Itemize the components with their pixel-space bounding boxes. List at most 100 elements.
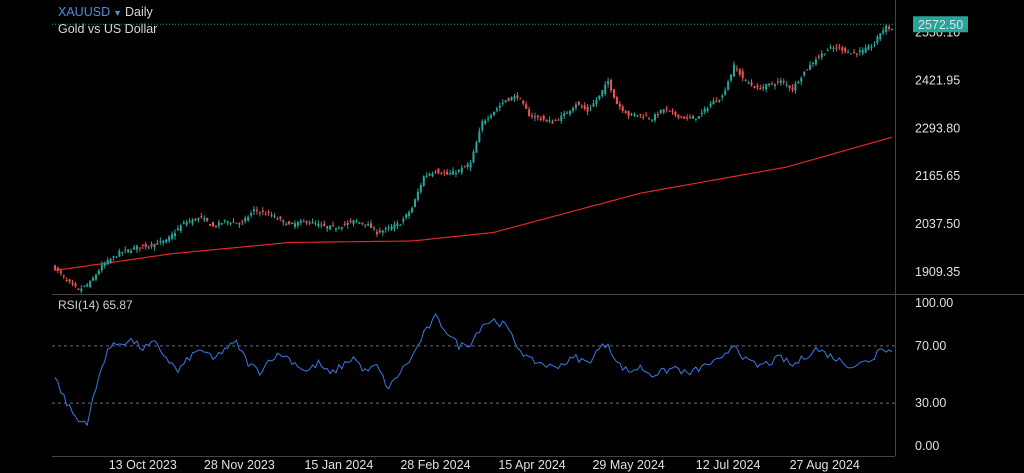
candle-body	[314, 223, 317, 225]
candle	[147, 245, 150, 250]
candle-body	[741, 71, 744, 78]
candle	[419, 182, 422, 195]
candle	[144, 241, 147, 250]
candle	[255, 206, 258, 215]
chevron-down-icon[interactable]: ▼	[113, 8, 123, 18]
candle	[697, 115, 700, 119]
candle-body	[308, 222, 311, 224]
candle-body	[639, 113, 642, 115]
candle	[636, 115, 639, 118]
candle-body	[460, 167, 463, 173]
candle	[639, 113, 642, 118]
candle	[314, 220, 317, 227]
candle-body	[870, 46, 873, 48]
candle	[662, 108, 665, 115]
candle-body	[416, 191, 419, 200]
time-tick-label: 15 Apr 2024	[498, 458, 565, 472]
candle	[343, 221, 346, 227]
candle	[890, 28, 894, 31]
candle	[870, 43, 873, 51]
candle	[457, 169, 460, 174]
candle-body	[721, 95, 724, 98]
instrument-description: Gold vs US Dollar	[58, 22, 158, 36]
candle-body	[449, 173, 452, 175]
candle	[416, 188, 419, 203]
candle-body	[811, 63, 815, 65]
candle-body	[229, 223, 232, 225]
candle	[203, 215, 206, 223]
rsi-tick-label: 100.00	[915, 296, 953, 310]
candle	[820, 50, 823, 61]
candle-body	[847, 51, 850, 53]
candle	[212, 221, 215, 227]
candle	[770, 81, 774, 86]
symbol-selector[interactable]: XAUUSD	[58, 5, 111, 19]
candle-body	[797, 82, 800, 84]
candle	[273, 213, 276, 219]
candle	[850, 53, 853, 55]
candle	[97, 268, 100, 276]
candle-body	[276, 218, 279, 220]
candle-body	[197, 217, 200, 220]
candle	[715, 97, 718, 103]
candle	[554, 118, 557, 122]
candle-body	[217, 222, 220, 226]
candle	[469, 160, 472, 172]
candle	[782, 78, 785, 85]
candle-body	[633, 114, 636, 116]
candle-body	[569, 110, 572, 115]
candle-body	[773, 84, 776, 87]
candle-body	[735, 68, 738, 70]
candle-body	[299, 220, 302, 223]
candle	[71, 279, 74, 287]
candle-body	[492, 111, 496, 115]
candle-body	[323, 223, 326, 226]
candle-body	[668, 110, 671, 112]
candle-body	[826, 50, 829, 52]
candle	[779, 77, 782, 86]
candle-body	[788, 85, 791, 88]
candle-body	[258, 212, 261, 214]
candle-body	[252, 209, 256, 212]
candle	[510, 96, 513, 101]
candle-body	[724, 90, 727, 95]
candle	[545, 119, 548, 123]
candle	[823, 53, 826, 56]
candle	[220, 222, 223, 226]
candle-body	[504, 100, 507, 102]
candle	[118, 248, 121, 258]
candle	[873, 41, 876, 48]
price-tick-label: 2165.65	[915, 169, 960, 183]
candle	[232, 218, 235, 223]
candle-body	[159, 241, 162, 243]
candle-body	[285, 223, 288, 226]
candle-body	[533, 116, 536, 118]
candle	[59, 268, 62, 276]
candle-body	[864, 47, 867, 53]
candle-body	[841, 47, 844, 51]
candle	[624, 109, 627, 114]
interval-label[interactable]: Daily	[125, 5, 153, 19]
candle	[188, 218, 191, 224]
candle	[214, 224, 217, 229]
price-tick-label: 2421.95	[915, 73, 960, 87]
candle	[727, 79, 730, 91]
candle-body	[571, 107, 575, 111]
candle-body	[531, 115, 534, 117]
candle	[296, 220, 299, 229]
candle-body	[92, 277, 95, 281]
candle-body	[765, 84, 768, 90]
candle-body	[861, 50, 864, 54]
candle-body	[220, 222, 223, 225]
candle-body	[250, 213, 253, 216]
candle-body	[671, 111, 674, 113]
candle	[507, 97, 510, 102]
candle	[797, 80, 800, 84]
candle	[712, 97, 715, 105]
candle	[138, 247, 141, 252]
candle-body	[858, 50, 861, 53]
candle-body	[659, 109, 662, 113]
candle	[659, 109, 662, 115]
candle	[838, 43, 841, 50]
